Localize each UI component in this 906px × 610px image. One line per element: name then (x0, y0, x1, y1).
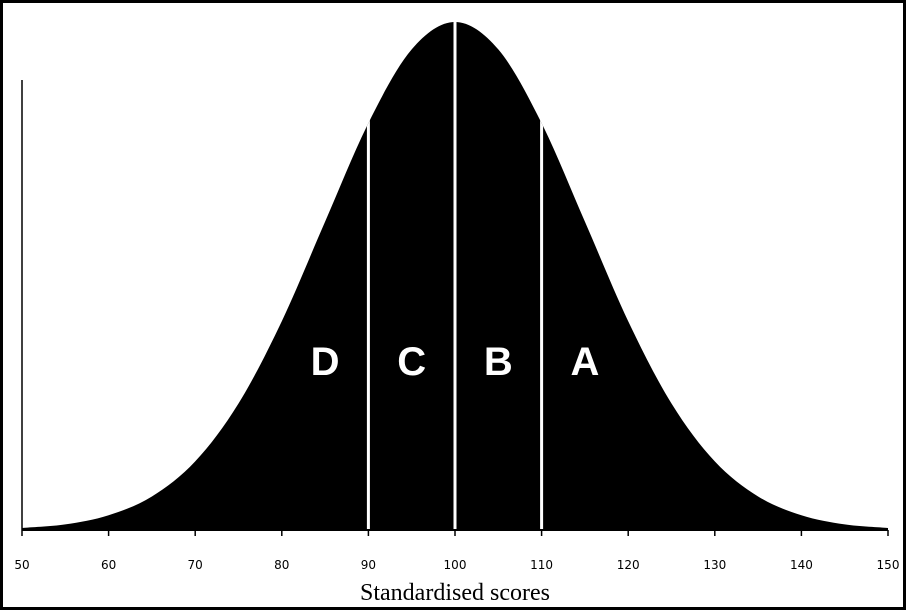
zone-label: A (570, 340, 599, 384)
x-tick-label: 100 (444, 558, 467, 572)
x-axis-label: Standardised scores (360, 580, 550, 606)
zone-label: B (484, 340, 513, 384)
x-tick-label: 50 (14, 558, 29, 572)
x-tick-label: 90 (361, 558, 376, 572)
x-tick-label: 150 (877, 558, 900, 572)
zone-label: C (397, 340, 426, 384)
x-tick-label: 110 (530, 558, 553, 572)
x-tick-label: 60 (101, 558, 116, 572)
x-tick-label: 70 (188, 558, 203, 572)
x-tick-label: 80 (274, 558, 289, 572)
x-tick-label: 140 (790, 558, 813, 572)
x-tick-label: 130 (703, 558, 726, 572)
zone-label: D (311, 340, 340, 384)
x-tick-label: 120 (617, 558, 640, 572)
